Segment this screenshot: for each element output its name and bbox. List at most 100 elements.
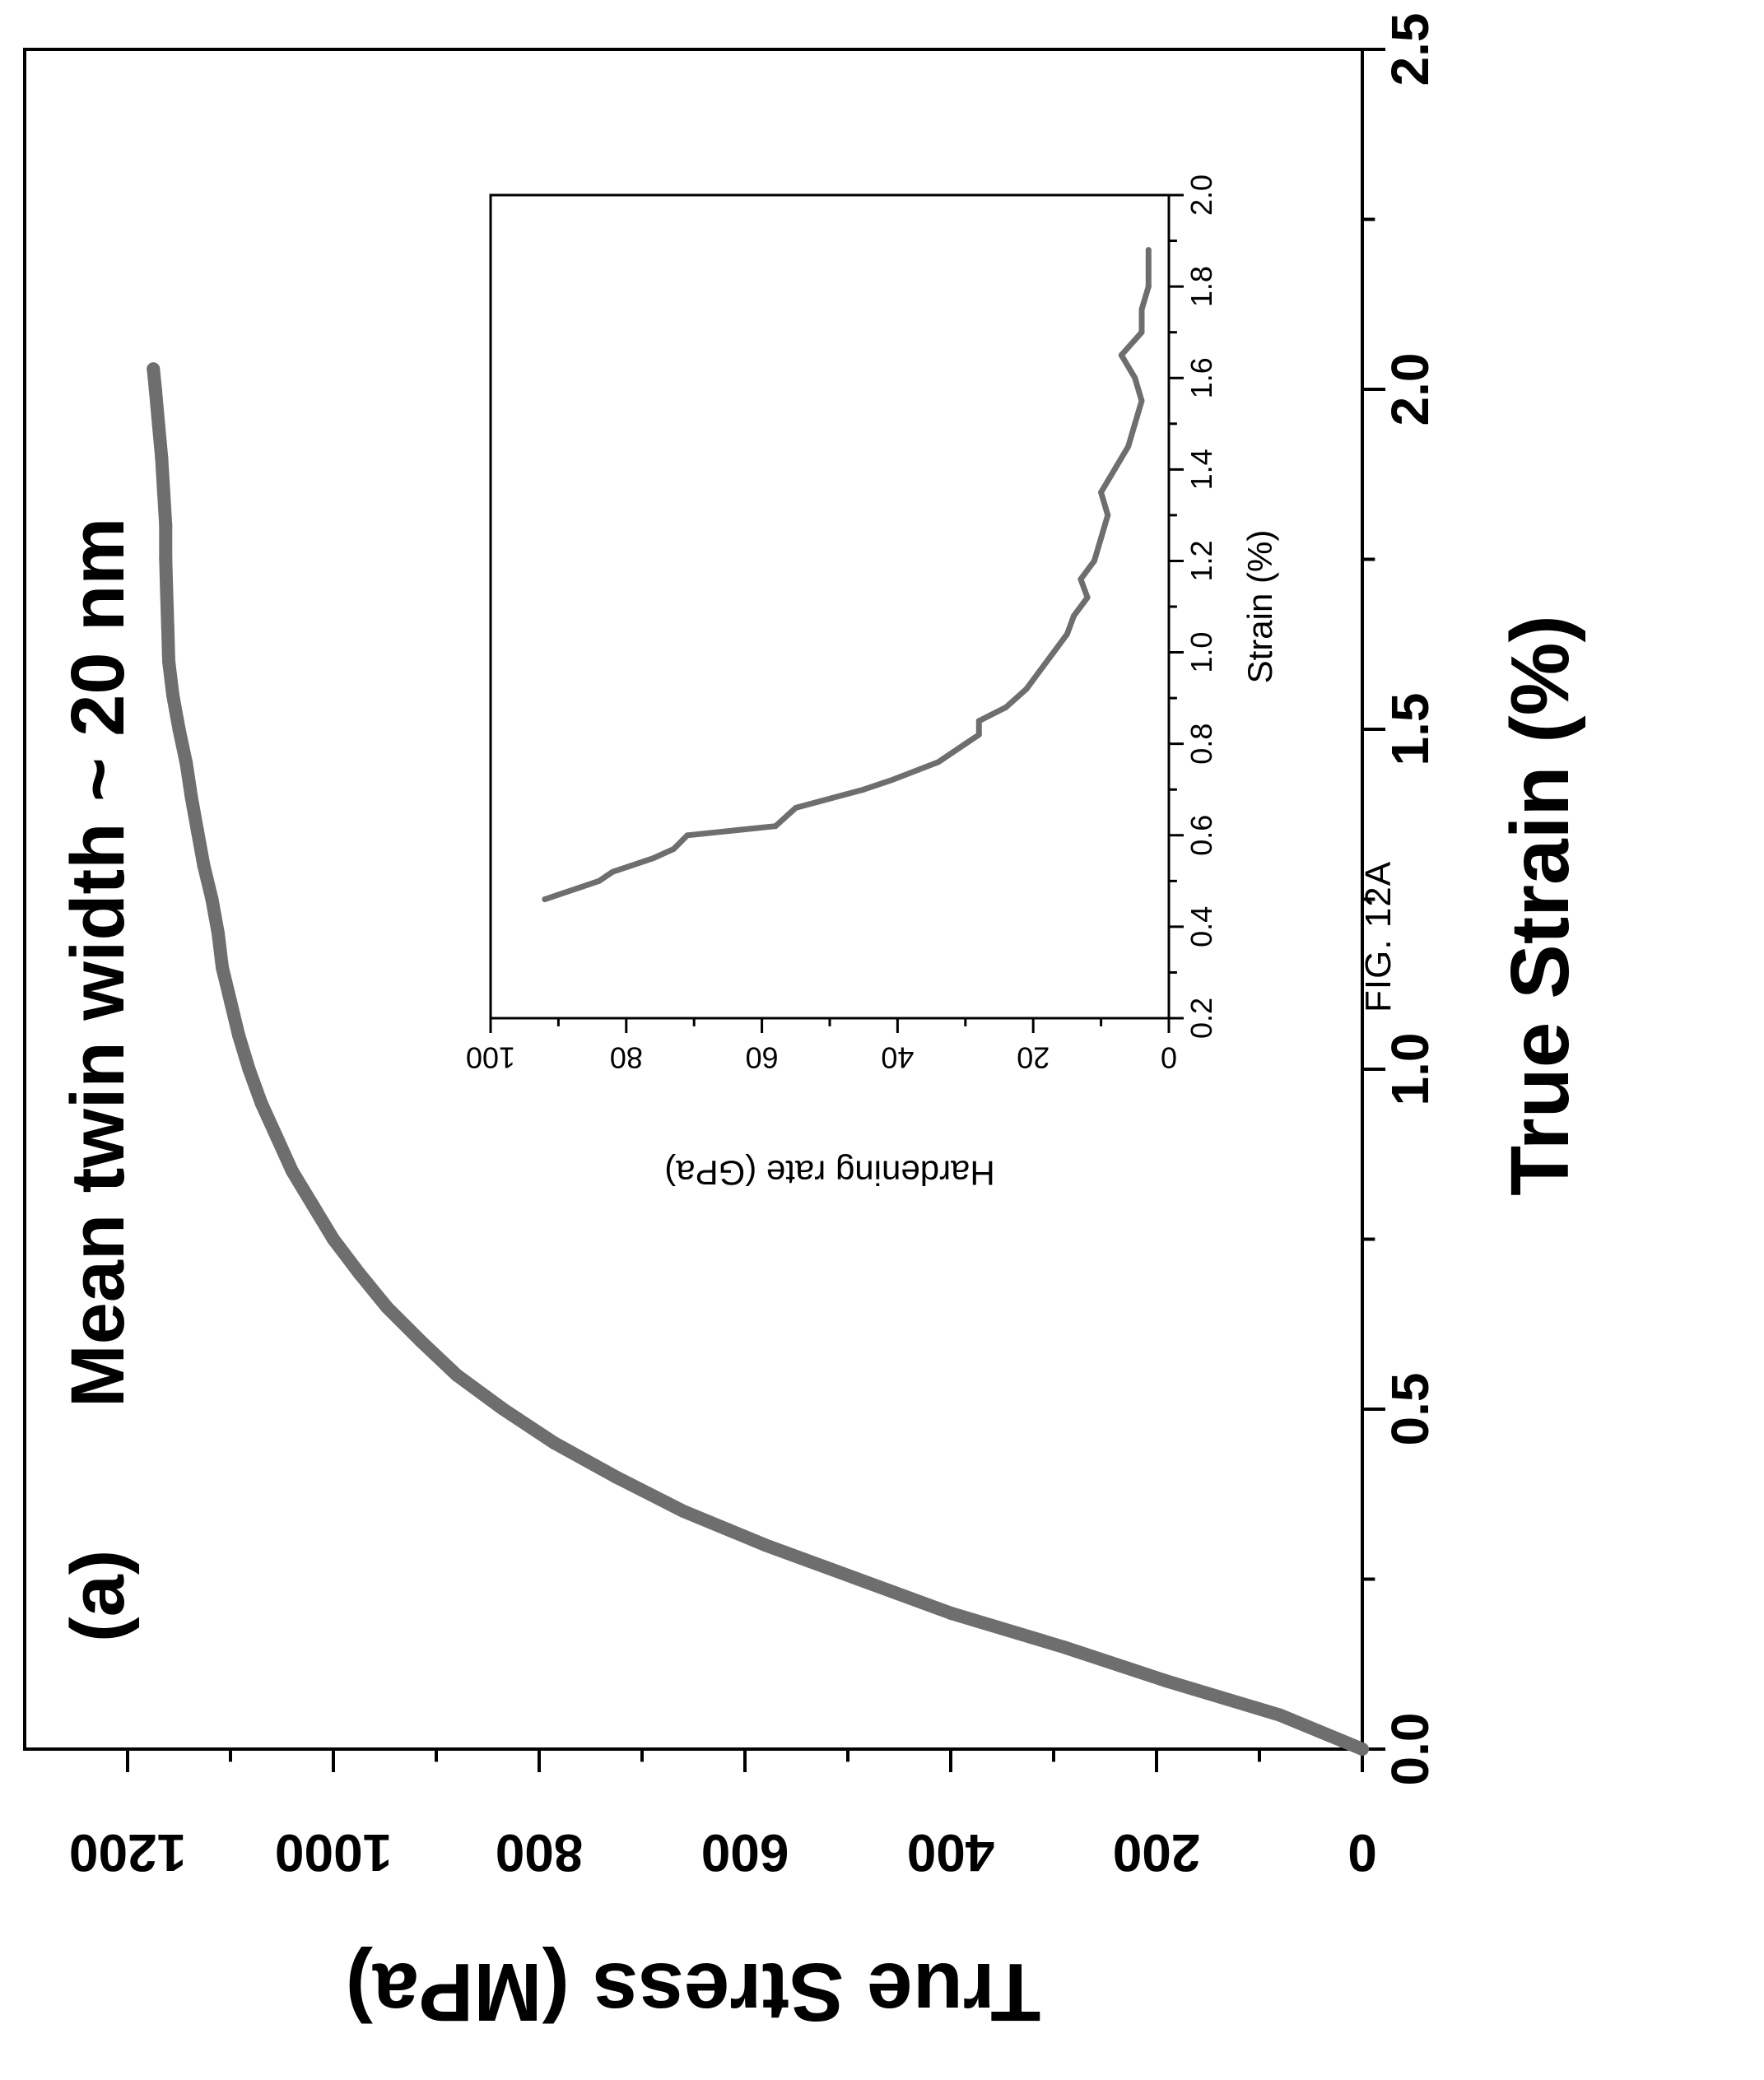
data-point — [172, 723, 186, 736]
y-tick-label: 0 — [1347, 1823, 1377, 1882]
data-point — [542, 896, 548, 903]
y-tick-label: 800 — [496, 1823, 584, 1882]
data-point — [1138, 329, 1145, 336]
x-tick-label: 1.4 — [1185, 449, 1218, 490]
data-point — [547, 1436, 561, 1450]
y-tick-label: 80 — [610, 1041, 643, 1075]
data-point — [1098, 489, 1105, 496]
plot-frame — [489, 193, 1171, 1020]
data-point — [1145, 247, 1152, 254]
data-point — [1036, 668, 1043, 674]
x-tick-label: 0.2 — [1185, 998, 1218, 1039]
data-point — [677, 1504, 690, 1518]
x-axis-title: Strain (%) — [1240, 530, 1279, 684]
data-point — [772, 823, 779, 830]
data-point — [147, 362, 161, 376]
y-tick-label: 600 — [701, 1823, 789, 1882]
data-point — [1160, 1674, 1174, 1688]
data-point — [975, 732, 982, 738]
x-tick-label: 1.2 — [1185, 540, 1218, 581]
x-tick-label: 1.8 — [1185, 266, 1218, 307]
x-tick-label: 1.0 — [1185, 632, 1218, 673]
data-point — [212, 926, 225, 940]
y-axis-title: Hardening rate (GPa) — [664, 1154, 995, 1193]
x-tick-label: 2.0 — [1185, 174, 1218, 216]
data-point — [1091, 557, 1097, 564]
y-tick-label: 0 — [1161, 1041, 1177, 1075]
data-point — [609, 868, 616, 875]
data-point — [197, 859, 211, 872]
x-tick-label: 0.0 — [1380, 1713, 1440, 1786]
data-point — [1273, 1708, 1287, 1722]
data-point — [159, 552, 173, 566]
data-point — [975, 718, 982, 724]
data-point — [1111, 466, 1118, 472]
data-point — [684, 832, 691, 839]
x-tick-label: 1.0 — [1380, 1033, 1440, 1106]
plot-frame — [23, 48, 1364, 1751]
data-point — [179, 756, 193, 770]
data-point — [327, 1232, 340, 1246]
data-point — [450, 1368, 463, 1382]
data-point — [935, 759, 942, 765]
data-point — [1084, 594, 1091, 601]
data-line — [542, 247, 1152, 903]
y-tick-label: 1200 — [69, 1823, 186, 1882]
data-point — [159, 519, 173, 533]
x-tick-label: 1.5 — [1380, 693, 1440, 766]
data-point — [156, 484, 170, 498]
data-point — [160, 586, 174, 600]
data-point — [1145, 283, 1152, 290]
y-axis-title: True Stress (MPa) — [346, 1946, 1041, 2038]
data-point — [759, 1538, 772, 1552]
data-point — [224, 994, 237, 1008]
data-point — [306, 1198, 319, 1212]
data-point — [270, 1130, 284, 1144]
x-tick-label: 0.5 — [1380, 1373, 1440, 1446]
data-point — [1132, 421, 1138, 427]
data-point — [1356, 1743, 1369, 1756]
data-point — [944, 1606, 957, 1620]
data-point — [670, 845, 677, 852]
data-point — [161, 621, 175, 635]
data-point — [1003, 704, 1009, 710]
data-point — [242, 1063, 256, 1076]
data-point — [496, 1403, 510, 1416]
data-point — [166, 688, 179, 702]
x-tick-label: 1.6 — [1185, 357, 1218, 398]
data-point — [596, 877, 603, 884]
data-point — [650, 855, 657, 862]
y-tick-label: 40 — [881, 1041, 914, 1075]
figure-caption: FIG. 12A — [1358, 860, 1399, 1012]
data-point — [1077, 576, 1084, 583]
data-point — [148, 383, 162, 396]
data-point — [1098, 535, 1105, 542]
data-point — [1138, 398, 1145, 404]
data-point — [162, 654, 175, 668]
x-tick-label: 2.0 — [1380, 353, 1440, 426]
data-point — [414, 1334, 428, 1348]
data-point — [151, 416, 165, 430]
data-point — [191, 824, 204, 838]
data-point — [1023, 686, 1030, 692]
main-chart: 0.00.51.01.52.02.5020040060080010001200T… — [23, 13, 1586, 2038]
data-point — [184, 790, 198, 804]
data-point — [1071, 612, 1077, 619]
data-point — [609, 1470, 623, 1484]
data-point — [1125, 444, 1132, 450]
y-tick-label: 400 — [907, 1823, 995, 1882]
data-point — [254, 1096, 268, 1110]
data-point — [155, 450, 169, 464]
data-point — [232, 1028, 245, 1042]
y-tick-label: 200 — [1113, 1823, 1201, 1882]
x-tick-label: 0.8 — [1185, 724, 1218, 765]
x-tick-label: 0.4 — [1185, 906, 1218, 947]
data-point — [793, 804, 799, 811]
data-point — [352, 1266, 366, 1280]
y-tick-label: 100 — [466, 1041, 515, 1075]
y-tick-label: 1000 — [275, 1823, 392, 1882]
data-point — [1138, 306, 1145, 313]
data-point — [1132, 375, 1138, 381]
data-point — [962, 741, 969, 747]
